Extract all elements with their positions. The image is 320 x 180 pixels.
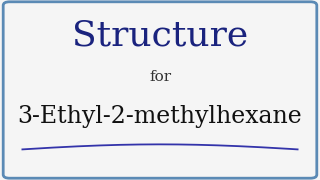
Text: for: for [149, 70, 171, 84]
FancyBboxPatch shape [3, 2, 317, 178]
Text: Structure: Structure [72, 19, 248, 53]
Text: 3-Ethyl-2-methylhexane: 3-Ethyl-2-methylhexane [18, 105, 302, 129]
